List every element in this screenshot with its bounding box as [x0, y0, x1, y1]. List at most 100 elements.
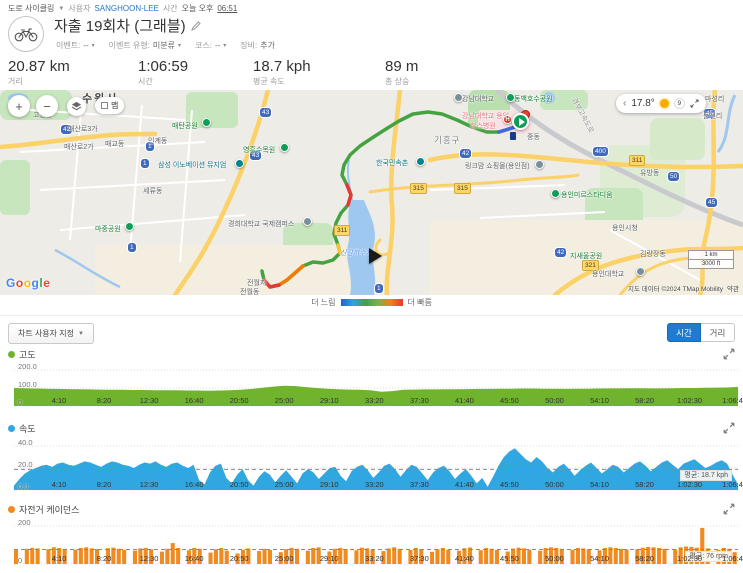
road-shield: 1 [140, 158, 150, 169]
layers-button[interactable] [67, 97, 86, 116]
user-label: 사용자 [68, 4, 91, 13]
route-map[interactable]: 수원시고등동매산로3가매산로2가매교동인계동세류동매탄공원삼성 이노베이션 뮤지… [0, 90, 743, 295]
poi-marker-icon[interactable] [506, 93, 515, 102]
axis-tab[interactable]: 거리 [701, 323, 735, 342]
expand-icon[interactable] [723, 348, 735, 360]
map-label: 유방동 [640, 170, 660, 177]
map-toggle-label: 맵 [111, 101, 119, 110]
meta-item[interactable]: 이벤트: -- ▾ [56, 40, 95, 51]
playback-play-icon[interactable] [369, 248, 382, 264]
edit-pencil-icon[interactable] [190, 20, 201, 31]
series-dot-icon [8, 425, 15, 432]
chart-title: 고도 [19, 350, 36, 360]
stat-value: 89 m [385, 58, 419, 75]
chevron-down-icon: ▼ [77, 330, 84, 337]
poi-marker-icon[interactable] [535, 160, 544, 169]
user-name-link[interactable]: SANGHOON-LEE [94, 4, 159, 13]
stat-item: 1:06:59 시간 [138, 58, 188, 87]
legend-fast-label: 더 빠름 [407, 298, 432, 307]
terms-link[interactable]: 약관 [727, 286, 739, 293]
meta-label: 이벤트: [56, 41, 81, 50]
map-label: 링크맘 쇼핑몰(용인점) [465, 163, 530, 170]
expand-icon[interactable] [690, 99, 699, 108]
time-link[interactable]: 06:51 [217, 4, 238, 13]
series-dot-icon [8, 351, 15, 358]
cadence-chart: 자전거 케이던스 200 0 평균: 76 rpm 4:10 8:20 12:30 16:4… [0, 503, 743, 573]
map-toggle[interactable]: 맵 [95, 97, 125, 114]
stat-label: 거리 [8, 77, 23, 86]
expand-icon[interactable] [723, 422, 735, 434]
road-shield: 311 [334, 225, 351, 236]
route-start-marker-icon[interactable] [512, 113, 529, 130]
activity-meta: 이벤트: -- ▾ 이벤트 유형: 미분류 ▾ 코스: -- ▾ 장비: 추가 [56, 40, 278, 51]
zoom-in-button[interactable]: + [8, 95, 30, 117]
collapse-chevron-icon[interactable]: ‹ [623, 98, 627, 109]
meta-value[interactable]: 미분류 [152, 41, 175, 50]
poi-marker-icon[interactable] [280, 143, 289, 152]
map-label: 지새울공원 [570, 253, 603, 260]
poi-marker-icon[interactable] [454, 93, 463, 102]
poi-marker-icon[interactable] [235, 159, 244, 168]
chart-plot-area[interactable]: 200.0 100.0 0 4:10 8:20 12:30 16:40 20:50 25:00 2… [14, 362, 743, 407]
road-shield: 42 [459, 148, 473, 159]
chart-plot-area[interactable]: 200 0 평균: 76 rpm 4:10 8:20 12:30 16:40 20:50 25:… [14, 518, 743, 565]
map-label: 매교동 [105, 141, 125, 148]
meta-item[interactable]: 장비: 추가 [240, 40, 278, 51]
sun-icon [659, 99, 669, 108]
route-flag-icon [510, 132, 516, 140]
map-label: 강남대학교 용인 [462, 113, 510, 120]
chart-customize-button[interactable]: 차트 사용자 지정 ▼ [8, 323, 94, 344]
road-shield: 1 [145, 141, 155, 152]
poi-marker-icon[interactable]: H [503, 115, 512, 124]
map-label: 신갈저수지 [340, 250, 373, 257]
map-label: 마중공원 [95, 226, 121, 233]
stat-value: 18.7 kph [253, 58, 311, 75]
poi-marker-icon[interactable] [636, 267, 645, 276]
road-shield: 311 [629, 155, 646, 166]
meta-item[interactable]: 이벤트 유형: 미분류 ▾ [109, 40, 181, 51]
axis-tab[interactable]: 시간 [667, 323, 701, 342]
meta-label: 코스: [195, 41, 212, 50]
legend-slow-label: 더 느림 [311, 298, 336, 307]
google-logo[interactable]: Google [6, 276, 51, 290]
map-checkbox[interactable] [101, 102, 108, 109]
bicycle-icon [14, 27, 38, 41]
meta-value[interactable]: 추가 [260, 41, 275, 50]
chart-plot-area[interactable]: 40.0 20.0 0.0 평균: 18.7 kph 4:10 8:20 12:30 16:4… [14, 438, 743, 491]
meta-value[interactable]: -- [214, 41, 221, 50]
poi-marker-icon[interactable] [125, 222, 134, 231]
map-label: 매산로2가 [64, 144, 94, 151]
road-shield: 315 [410, 183, 427, 194]
stat-item: 20.87 km 거리 [8, 58, 70, 87]
poi-marker-icon[interactable] [416, 157, 425, 166]
expand-icon[interactable] [723, 503, 735, 515]
poi-marker-icon[interactable] [303, 217, 312, 226]
chevron-down-icon: ▾ [178, 43, 182, 49]
map-label: 둔전리 [703, 113, 723, 120]
activity-type-dropdown[interactable]: 도로 사이클링 [8, 4, 55, 13]
meta-value[interactable]: -- [83, 41, 89, 50]
chevron-down-icon: ▾ [91, 43, 95, 49]
chart-axis-tabs: 시간 거리 [667, 323, 735, 342]
road-shield: 45 [705, 197, 719, 208]
poi-marker-icon[interactable] [551, 189, 560, 198]
chevron-down-icon: ▼ [58, 5, 65, 12]
map-label: 전월동 [240, 289, 260, 295]
stat-label: 평균 속도 [253, 77, 285, 86]
zoom-out-button[interactable]: − [36, 95, 58, 117]
map-canvas [0, 90, 743, 295]
activity-type-avatar [8, 16, 44, 52]
map-label: 한스병원 [470, 123, 496, 130]
map-label: 인계동 [148, 138, 168, 145]
meta-item[interactable]: 코스: -- ▾ [195, 40, 226, 51]
wind-badge: 9 [673, 98, 685, 109]
elevation-chart: 고도 200.0 100.0 0 4:10 8:20 12:30 16:40 20:50 25:… [0, 348, 743, 412]
poi-marker-icon[interactable] [202, 118, 211, 127]
series-dot-icon [8, 506, 15, 513]
road-shield: 45 [703, 108, 717, 119]
map-label: 김량장동 [640, 251, 666, 258]
weather-widget[interactable]: ‹ 17.8° 9 [616, 94, 706, 113]
speed-chart: 속도 40.0 20.0 0.0 평균: 18.7 kph 4:10 8:20 12:30 1… [0, 422, 743, 494]
route-polyline [260, 110, 526, 289]
